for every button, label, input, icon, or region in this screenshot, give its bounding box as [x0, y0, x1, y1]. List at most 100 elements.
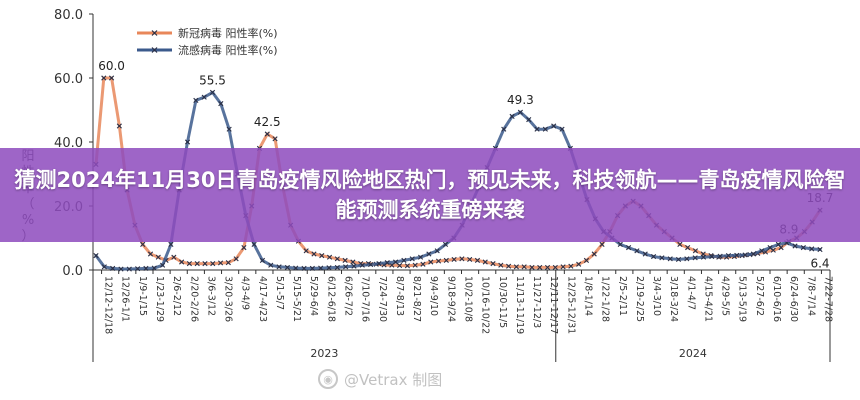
data-point-marker [529, 264, 535, 271]
data-point-marker [537, 264, 543, 271]
x-tick-label: 6/12-6/18 [325, 276, 336, 322]
x-tick-label: 4/17-4/23 [257, 276, 268, 322]
data-point-marker [155, 254, 161, 260]
data-point-marker [293, 265, 299, 271]
data-label: 42.5 [254, 115, 281, 129]
x-tick-label: 10/2-10/8 [463, 276, 474, 322]
data-point-marker [617, 241, 623, 247]
data-point-marker [159, 262, 166, 268]
x-tick-label: 6/10-6/16 [771, 276, 782, 322]
data-point-marker [209, 89, 216, 95]
year-label-2023: 2023 [310, 347, 338, 360]
x-tick-label: 12/25-12/31 [565, 276, 576, 334]
data-point-marker [775, 241, 781, 247]
y-tick-label: 40.0 [54, 136, 83, 151]
data-point-marker [108, 75, 115, 81]
data-point-marker [513, 264, 519, 270]
data-point-marker [412, 262, 418, 268]
data-point-marker [551, 123, 557, 129]
x-tick-label: 7/24-7/30 [377, 276, 388, 322]
data-point-marker [143, 265, 149, 271]
headline-text: 猜测2024年11月30日青岛疫情风险地区热门，预见未来，科技领航——青岛疫情风… [14, 168, 846, 222]
data-point-marker [684, 256, 690, 262]
x-tick-label: 7/10-7/16 [360, 276, 371, 322]
x-tick-label: 1/8-1/14 [582, 276, 593, 316]
data-point-marker [116, 123, 122, 129]
data-point-marker [101, 264, 107, 270]
data-point-marker [397, 262, 403, 269]
data-point-marker [742, 252, 748, 258]
data-point-marker [251, 241, 257, 247]
data-label: 6.4 [810, 257, 829, 271]
data-point-marker [498, 262, 504, 268]
y-tick-label: 60.0 [54, 72, 83, 87]
data-point-marker [343, 264, 349, 270]
data-point-marker [692, 255, 698, 261]
data-point-marker [734, 252, 740, 258]
data-point-marker [692, 248, 699, 254]
x-tick-label: 1/9-1/15 [137, 276, 148, 316]
x-tick-label: 2/6-2/12 [171, 276, 182, 316]
data-point-marker [709, 253, 715, 260]
data-point-marker [725, 253, 732, 259]
data-label: 49.3 [507, 93, 534, 107]
year-labels: 2023 2024 [92, 270, 831, 362]
x-tick-label: 1/23-1/29 [154, 276, 165, 322]
data-point-marker [809, 246, 815, 252]
data-point-marker [319, 253, 325, 259]
year-label-2024: 2024 [679, 347, 707, 360]
data-point-marker [101, 75, 107, 81]
data-label: 60.0 [98, 59, 125, 73]
data-point-marker [506, 263, 512, 269]
data-point-marker [284, 264, 290, 271]
data-point-marker [309, 265, 315, 271]
x-tick-label: 3/20-3/26 [223, 276, 234, 322]
data-point-marker [201, 94, 207, 100]
data-point-marker [675, 256, 682, 263]
data-point-marker [817, 246, 823, 253]
data-point-marker [426, 251, 432, 257]
x-tick-label: 5/27-6/2 [754, 276, 765, 316]
x-tick-label: 4/1-4/7 [685, 276, 696, 310]
x-tick-label: 6/24-6/30 [788, 276, 799, 322]
x-tick-label: 2/5-2/11 [617, 276, 628, 316]
legend-marker [151, 47, 158, 53]
data-point-marker [667, 256, 673, 262]
data-point-marker [517, 109, 524, 115]
data-point-marker [268, 262, 274, 268]
data-point-marker [474, 257, 481, 263]
x-tick-label: 8/7-8/13 [394, 276, 405, 316]
data-point-marker [226, 126, 232, 132]
data-point-marker [326, 254, 333, 260]
data-point-marker [126, 266, 132, 272]
data-point-marker [442, 241, 449, 247]
x-tick-label: 2/20-2/26 [188, 276, 199, 322]
data-point-marker [521, 264, 527, 270]
data-point-marker [677, 241, 683, 247]
x-tick-label: 12/26-1/1 [120, 276, 131, 322]
data-point-marker [552, 264, 558, 271]
data-point-marker [576, 261, 582, 267]
data-point-marker [401, 257, 407, 263]
x-tick-label: 10/16-10/22 [480, 276, 491, 334]
data-point-marker [184, 139, 191, 145]
data-point-marker [417, 254, 424, 260]
data-point-marker [135, 266, 141, 272]
data-point-marker [194, 261, 200, 267]
data-point-marker [482, 259, 488, 265]
data-point-marker [490, 261, 496, 267]
headline-banner: 猜测2024年11月30日青岛疫情风险地区热门，预见未来，科技领航——青岛疫情风… [0, 148, 860, 242]
data-point-marker [351, 263, 357, 269]
x-tick-label: 11/13-11/19 [514, 276, 525, 334]
data-point-marker [93, 253, 99, 259]
data-point-marker [392, 259, 399, 265]
data-point-marker [272, 136, 278, 142]
data-point-marker [210, 261, 216, 267]
data-point-marker [626, 245, 632, 251]
data-point-marker [717, 253, 723, 259]
data-point-marker [171, 254, 177, 260]
data-point-marker [534, 126, 540, 132]
x-tick-label: 5/15-5/21 [291, 276, 302, 322]
data-label: 55.5 [199, 73, 226, 87]
